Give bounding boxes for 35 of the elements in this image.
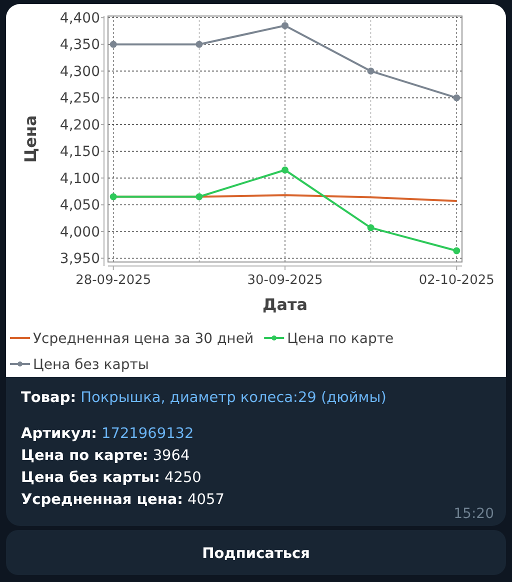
text: Цена по карте: 3964: [21, 448, 190, 464]
y-tick-label: 4,200: [60, 117, 100, 134]
x-tick-label: 30-09-2025: [247, 273, 323, 288]
y-tick-label: 4,150: [60, 144, 100, 160]
text: Цена без карты: 4250: [21, 470, 202, 486]
point: [367, 224, 374, 232]
legend-label: Цена по карте: [287, 330, 394, 347]
legend-label: Цена без карты: [33, 356, 149, 373]
point: [282, 166, 288, 174]
point: [110, 40, 117, 48]
point: [453, 94, 460, 102]
y-tick-label: 4,000: [60, 224, 100, 240]
y-tick-label: 4,400: [60, 10, 100, 27]
point: [282, 22, 288, 30]
y-tick-label: 4,250: [60, 90, 100, 107]
text: Усредненная цена: 4057: [21, 492, 224, 508]
x-axis-title: Дата: [262, 295, 308, 314]
point: [110, 193, 117, 200]
y-tick-label: 4,100: [60, 170, 100, 187]
legend-label: Усредненная цена за 30 дней: [33, 330, 254, 347]
point: [367, 68, 374, 75]
text: Подписаться: [202, 546, 310, 562]
x-tick-label: 02-10-2025: [418, 273, 494, 288]
point: [453, 247, 460, 254]
y-tick-label: 4,350: [60, 37, 100, 54]
point: [196, 193, 203, 200]
y-tick-label: 4,050: [60, 198, 100, 214]
text: Товар: Покрышка, диаметр колеса:29 (дюймы): [21, 390, 386, 406]
text: 15:20: [454, 506, 494, 522]
y-tick-label: 4,300: [60, 64, 100, 80]
y-tick-label: 3,950: [60, 251, 100, 268]
y-axis-title: Цена: [21, 115, 40, 163]
text: Артикул: 1721969132: [21, 426, 194, 442]
point: [196, 40, 203, 48]
x-tick-label: 28-09-2025: [76, 273, 152, 288]
